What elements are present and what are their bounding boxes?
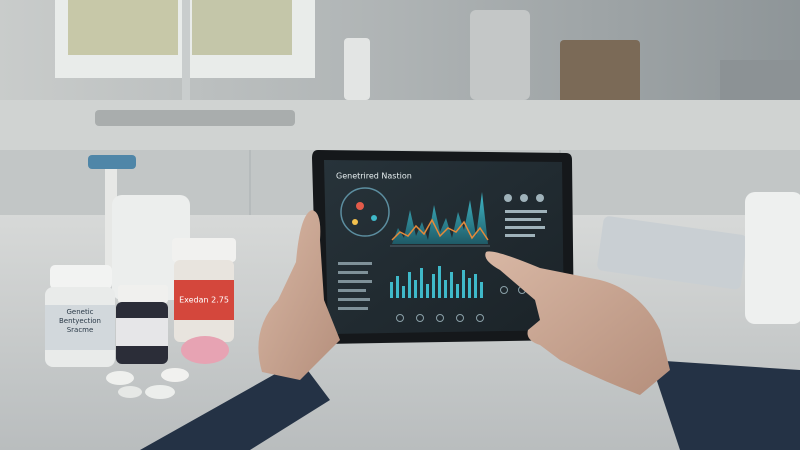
- bottle-label: [174, 280, 234, 320]
- sink: [95, 110, 295, 126]
- list: [338, 262, 372, 310]
- window-pane: [192, 0, 292, 55]
- pill: [118, 386, 142, 398]
- right-sleeve: [650, 360, 800, 450]
- bottle-cap: [172, 238, 236, 262]
- pill: [106, 371, 134, 385]
- knife-block: [560, 40, 640, 108]
- bottle-label: [116, 318, 168, 346]
- side-icons: [504, 194, 547, 237]
- bar-chart: [390, 266, 483, 298]
- right-hand: [485, 251, 670, 395]
- appliance: [470, 10, 530, 100]
- tablet-title: Genetrired Nastion: [336, 172, 412, 181]
- window-pane: [68, 0, 178, 55]
- area-line: [391, 218, 489, 241]
- bottle: [745, 192, 800, 324]
- razor-head: [88, 155, 136, 169]
- pink-pill: [181, 336, 229, 364]
- bottle-label-box: Genetic Bentyection Sracme: [59, 308, 101, 334]
- tablet-screen[interactable]: [324, 160, 564, 334]
- bottle-cap: [50, 265, 112, 289]
- paper-towel: [344, 38, 370, 100]
- diagram-node: [352, 219, 358, 225]
- bottle: [112, 195, 190, 300]
- bottle-label-text: Exedan 2.75: [179, 296, 229, 305]
- blister-pack: [597, 216, 747, 290]
- area-chart: [392, 192, 488, 244]
- bottle-label: [45, 305, 115, 350]
- faucet: [182, 0, 190, 105]
- pill: [145, 385, 175, 399]
- diagram-node: [371, 215, 377, 221]
- bottle-cap: [118, 285, 168, 303]
- left-sleeve: [140, 360, 330, 450]
- circle-diagram: [340, 187, 390, 237]
- left-hand: [258, 210, 340, 380]
- pill: [161, 368, 189, 382]
- diagram-node: [356, 202, 364, 210]
- bottle-label-text: Genetic Bentyection Sracme: [59, 308, 101, 334]
